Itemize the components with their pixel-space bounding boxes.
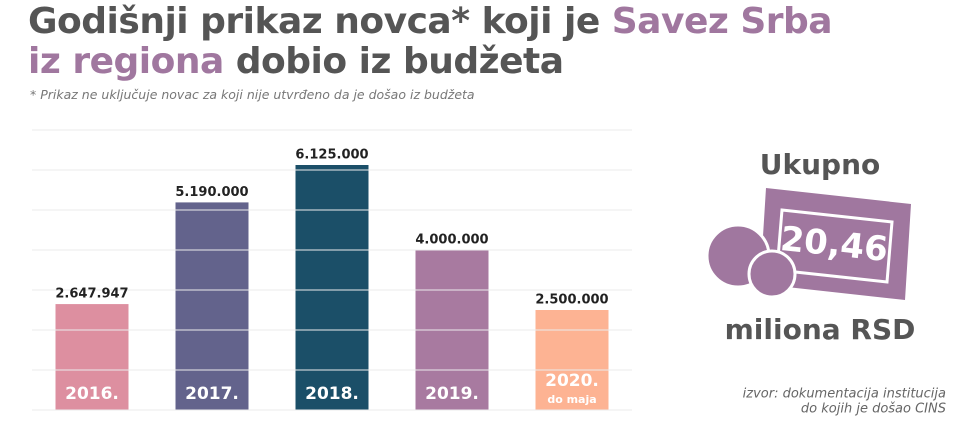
value-label: 2.647.947 — [55, 287, 128, 302]
subtitle: * Prikaz ne uključuje novac za koji nije… — [30, 87, 475, 102]
title-part: dobio iz budžeta — [235, 41, 564, 82]
title-line: Godišnji prikaz novca* koji je Savez Srba — [28, 2, 844, 42]
bar — [535, 310, 609, 410]
title-part: Savez Srba — [611, 1, 833, 42]
bar — [175, 202, 249, 410]
chart-title: Godišnji prikaz novca* koji je Savez Srba… — [28, 2, 844, 82]
category-label: 2018. — [305, 384, 359, 404]
coin — [747, 249, 797, 299]
total-heading: Ukupno — [760, 148, 881, 181]
bar — [55, 304, 129, 410]
title-line: iz regiona dobio iz budžeta — [28, 42, 844, 82]
value-label: 6.125.000 — [295, 148, 368, 163]
total-badge — [705, 188, 911, 300]
value-label: 5.190.000 — [175, 185, 248, 200]
category-label: 2020. — [545, 371, 599, 391]
title-part: iz regiona — [28, 41, 224, 82]
source: izvor: dokumentacija institucija — [743, 387, 946, 402]
value-label: 4.000.000 — [415, 233, 488, 248]
value-label: 2.500.000 — [535, 293, 608, 308]
title-part: Godišnji prikaz novca* koji je — [28, 1, 600, 42]
total-unit: miliona RSD — [725, 313, 916, 346]
category-label: 2016. — [65, 384, 119, 404]
category-label: 2019. — [425, 384, 479, 404]
bar — [295, 165, 369, 410]
category-label: 2017. — [185, 384, 239, 404]
source: do kojih je došao CINS — [801, 402, 946, 417]
category-note: do maja — [547, 393, 596, 406]
ticket-border — [775, 208, 894, 284]
